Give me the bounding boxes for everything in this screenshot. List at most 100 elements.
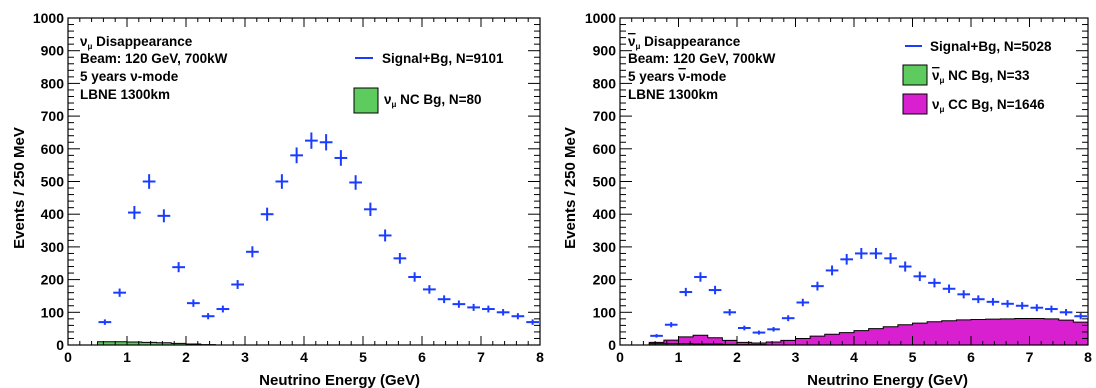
left-y-tick-label: 300 xyxy=(41,239,65,255)
right-data-point xyxy=(708,285,722,295)
left-chart-panel: Events / 250 MeV Neutrino Energy (GeV) 0… xyxy=(11,10,544,388)
left-data-point xyxy=(290,147,303,164)
right-y-axis-label: Events / 250 MeV xyxy=(562,127,579,249)
right-data-point xyxy=(957,290,970,299)
right-y-tick-label: 200 xyxy=(593,272,617,288)
left-data-point xyxy=(187,299,200,307)
left-data-point xyxy=(201,313,215,320)
right-data-point xyxy=(1015,302,1029,310)
right-x-tick-label: 7 xyxy=(1026,349,1034,365)
right-data-point xyxy=(986,298,1000,306)
left-y-tick-label: 0 xyxy=(56,337,64,353)
left-x-tick-label: 5 xyxy=(359,349,367,365)
left-plot-frame xyxy=(67,17,541,346)
right-data-point xyxy=(972,295,985,304)
left-data-point xyxy=(437,295,451,304)
right-data-point xyxy=(913,271,927,282)
right-annotation-line-3: 5 years ν-mode xyxy=(628,69,727,84)
right-x-axis-label: Neutrino Energy (GeV) xyxy=(807,372,968,388)
left-data-point xyxy=(364,202,377,216)
right-data-point xyxy=(1001,300,1014,308)
right-data-point xyxy=(694,272,707,282)
right-y-tick-label: 800 xyxy=(593,75,617,91)
left-annotation-line-2: Beam: 120 GeV, 700kW xyxy=(80,51,228,66)
left-x-axis-label: Neutrino Energy (GeV) xyxy=(259,372,420,388)
left-data-point xyxy=(305,132,318,149)
right-data-point xyxy=(898,261,912,272)
right-data-point xyxy=(942,284,956,294)
right-annotation-line-2: Beam: 120 GeV, 700kW xyxy=(628,51,776,66)
left-data-point xyxy=(408,272,421,282)
right-x-tick-label: 3 xyxy=(792,349,800,365)
left-data-point xyxy=(142,174,156,189)
right-annotation-line-4: LBNE 1300km xyxy=(628,87,718,102)
right-y-tick-label: 300 xyxy=(593,239,617,255)
left-annotation-line-1: νμ Disappearance xyxy=(80,34,193,51)
right-data-point xyxy=(825,265,839,276)
right-annotation: νμ Disappearance Beam: 120 GeV, 700kW 5 … xyxy=(628,34,776,102)
left-annotation-line-3: 5 years ν-mode xyxy=(80,69,179,84)
left-x-tick-label: 8 xyxy=(536,349,544,365)
right-data-point xyxy=(664,322,678,328)
left-data-point xyxy=(172,262,185,273)
left-x-tick-label: 3 xyxy=(241,349,249,365)
left-data-point xyxy=(216,305,230,313)
left-legend: Signal+Bg, N=9101 νμ NC Bg, N=80 xyxy=(353,51,504,114)
right-data-point xyxy=(738,325,751,331)
left-y-tick-label: 900 xyxy=(41,43,65,59)
right-y-tick-label: 400 xyxy=(593,206,617,222)
left-x-tick-label: 0 xyxy=(64,349,72,365)
right-hist-series-2 xyxy=(648,318,1089,346)
right-x-tick-label: 0 xyxy=(616,349,624,365)
right-data-point xyxy=(1030,304,1044,312)
right-annotation-line-1: νμ Disappearance xyxy=(628,34,741,51)
right-data-point xyxy=(752,330,766,335)
right-x-tick-label: 6 xyxy=(967,349,975,365)
legend-label-signal-r: Signal+Bg, N=5028 xyxy=(930,39,1052,54)
left-data-point xyxy=(482,305,495,313)
left-x-tick-label: 6 xyxy=(418,349,426,365)
right-data-point xyxy=(855,247,868,259)
right-y-tick-label: 500 xyxy=(593,174,617,190)
right-x-tick-label: 1 xyxy=(675,349,683,365)
left-y-tick-label: 700 xyxy=(41,108,65,124)
left-data-point xyxy=(511,313,525,320)
right-y-tick-label: 700 xyxy=(593,108,617,124)
right-x-tick-label: 5 xyxy=(909,349,917,365)
left-y-tick-label: 800 xyxy=(41,75,65,91)
left-y-tick-label: 500 xyxy=(41,174,65,190)
right-x-tick-label: 2 xyxy=(733,349,741,365)
left-data-point xyxy=(319,134,333,151)
left-x-tick-label: 2 xyxy=(182,349,190,365)
left-data-point xyxy=(452,300,466,308)
left-y-axis-label: Events / 250 MeV xyxy=(11,127,28,249)
left-data-point xyxy=(334,150,348,166)
right-data-point xyxy=(650,334,663,338)
left-data-point xyxy=(526,319,539,325)
left-x-tick-label: 7 xyxy=(477,349,485,365)
left-data-point xyxy=(231,280,244,289)
left-data-point xyxy=(393,253,407,264)
left-x-tick-label: 4 xyxy=(300,349,308,365)
right-x-tick-label: 4 xyxy=(850,349,858,365)
right-data-point xyxy=(869,247,883,259)
left-data-point xyxy=(98,319,112,325)
legend-swatch-cc-bg-r xyxy=(902,93,928,115)
left-y-tick-label: 100 xyxy=(41,304,65,320)
right-y-tick-label: 900 xyxy=(593,43,617,59)
right-data-point xyxy=(1059,309,1073,316)
right-y-tick-label: 0 xyxy=(608,337,616,353)
right-y-tick-label: 1000 xyxy=(585,10,616,26)
legend-label-signal: Signal+Bg, N=9101 xyxy=(382,51,504,66)
legend-swatch-nc-bg xyxy=(353,87,379,114)
legend-swatch-nc-bg-r xyxy=(902,64,928,86)
legend-label-cc-bg-r: νμ CC Bg, N=1646 xyxy=(932,97,1045,114)
right-y-tick-label: 600 xyxy=(593,141,617,157)
right-chart-panel: Events / 250 MeV Neutrino Energy (GeV) 0… xyxy=(562,10,1092,388)
left-data-point xyxy=(496,309,510,316)
left-y-tick-label: 1000 xyxy=(33,10,64,26)
left-y-tick-label: 600 xyxy=(41,141,65,157)
left-data-point xyxy=(246,246,259,258)
left-data-point xyxy=(275,174,289,189)
